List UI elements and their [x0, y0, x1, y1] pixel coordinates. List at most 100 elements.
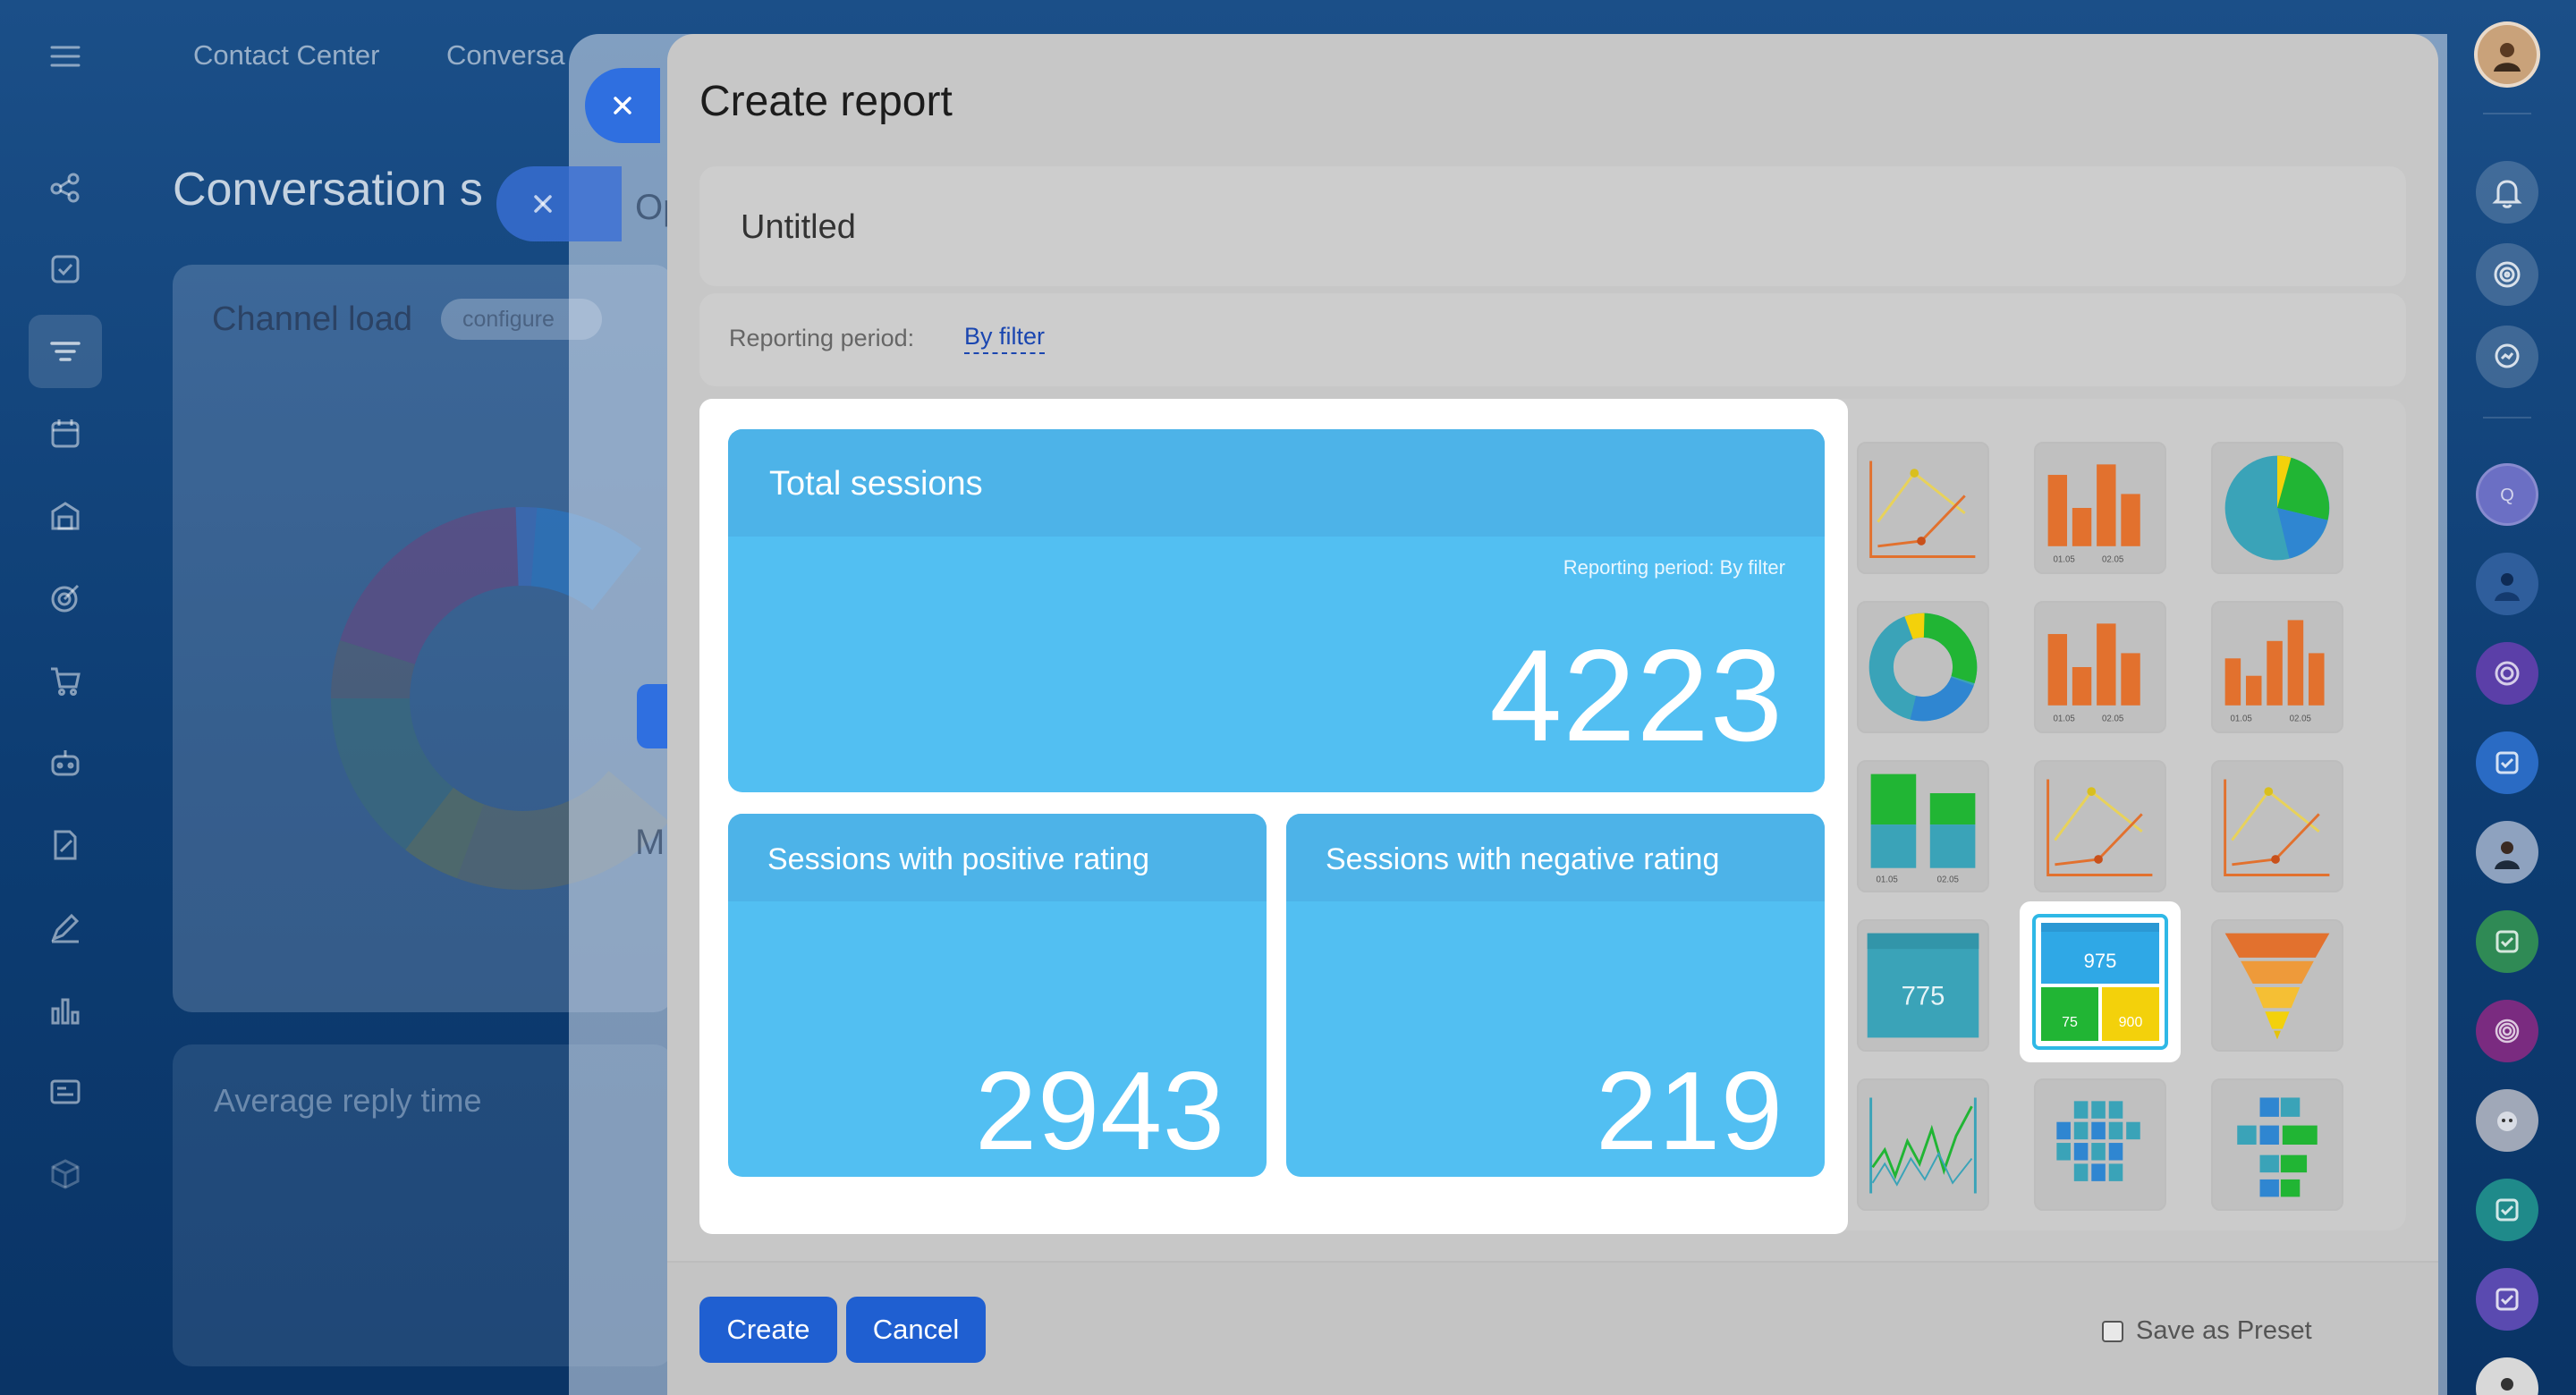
widget-thumb-funnel[interactable] [2211, 919, 2343, 1052]
average-reply-title: Average reply time [214, 1082, 482, 1119]
contact-avatar[interactable] [2476, 553, 2538, 615]
bar-tick-label: 01.05 [2053, 714, 2074, 723]
fingerprint-chat-avatar[interactable] [2476, 1000, 2538, 1062]
slider-close-button[interactable] [585, 68, 660, 143]
task-chat-avatar[interactable] [2476, 1179, 2538, 1241]
left-sidebar [0, 0, 130, 1395]
chat-search-button[interactable] [2476, 326, 2538, 388]
widget-thumb-bar-chart[interactable]: 01.05 02.05 [2034, 601, 2166, 733]
bar-tick-label: 01.05 [1876, 875, 1897, 884]
widget-thumb-heatmap[interactable] [2034, 1078, 2166, 1211]
bar-tick-label: 02.05 [2102, 714, 2123, 723]
widget-thumb-number[interactable]: 775 [1857, 919, 1989, 1052]
selected-thumb-left-value: 75 [2062, 1015, 2078, 1030]
contact-avatar[interactable] [2476, 1089, 2538, 1152]
pen-icon[interactable] [34, 896, 97, 959]
positive-rating-tile: Sessions with positive rating 2943 [728, 814, 1267, 1177]
bar-tick-label: 02.05 [2102, 554, 2123, 564]
contact-avatar[interactable] [2476, 1357, 2538, 1395]
stacked-bar-icon: 01.05 02.05 [1870, 774, 1976, 884]
number-tile-icon: 775 [1867, 933, 1979, 1038]
cat-avatar-icon [2497, 1112, 2517, 1131]
bar-tick-label: 01.05 [2230, 714, 2251, 723]
menu-icon[interactable] [34, 25, 97, 88]
widget-thumb-pie-chart[interactable] [2211, 442, 2343, 574]
avatar-icon [2494, 43, 2521, 72]
contact-avatar[interactable] [2476, 821, 2538, 884]
donut-chart-icon [1868, 613, 1978, 722]
report-title-input[interactable] [741, 202, 2351, 252]
total-sessions-period: Reporting period: By filter [1563, 556, 1785, 579]
widget-thumb-area-chart[interactable] [1857, 1078, 1989, 1211]
tasks-icon[interactable] [34, 238, 97, 300]
reporting-period-label: Reporting period: [729, 325, 915, 351]
widget-thumb-line-chart[interactable] [1857, 442, 1989, 574]
task-chat-avatar[interactable] [2476, 1268, 2538, 1331]
create-button[interactable]: Create [699, 1297, 837, 1363]
bar-chart-icon: 01.05 02.05 [2224, 620, 2325, 723]
checkbox-icon [2496, 1198, 2519, 1222]
q-letter-icon: Q [2500, 486, 2514, 505]
notifications-button[interactable] [2476, 161, 2538, 224]
nav-item-conversations[interactable]: Conversa [446, 39, 565, 71]
user-avatar[interactable] [2474, 21, 2540, 88]
positive-rating-title: Sessions with positive rating [767, 842, 1150, 876]
widget-thumb-bar-chart[interactable]: 01.05 02.05 [2211, 601, 2343, 733]
cancel-button[interactable]: Cancel [846, 1297, 986, 1363]
close-icon [614, 97, 631, 114]
widget-preview: Total sessions Reporting period: By filt… [699, 399, 1848, 1234]
svg-text:Q: Q [2500, 486, 2514, 505]
save-preset-option[interactable]: Save as Preset [2102, 1316, 2312, 1346]
widget-thumb-stacked-bar[interactable]: 01.05 02.05 [1857, 760, 1989, 892]
number-tile-value: 775 [1902, 982, 1945, 1010]
analytics-icon[interactable] [34, 978, 97, 1041]
sidebar-divider [2483, 417, 2531, 418]
line-chart-icon [2224, 779, 2330, 876]
modal-title: Create report [699, 78, 953, 125]
task-chat-avatar[interactable] [2476, 731, 2538, 794]
reporting-period-row: Reporting period: By filter [699, 293, 2406, 386]
widget-thumb-timeline[interactable] [2211, 1078, 2343, 1211]
bar-tick-label: 01.05 [2053, 554, 2074, 564]
widget-thumb-number-block-selected[interactable]: 975 75 900 [2021, 903, 2179, 1061]
store-icon[interactable] [34, 485, 97, 547]
selected-thumb-main-value: 975 [2084, 950, 2117, 972]
background-partial-label: M [635, 823, 665, 862]
nav-item-contact-center[interactable]: Contact Center [193, 39, 380, 71]
document-edit-icon[interactable] [34, 814, 97, 876]
funnel-icon [2224, 933, 2330, 1040]
cart-icon[interactable] [34, 649, 97, 712]
widget-thumb-donut-chart[interactable] [1857, 601, 1989, 733]
bar-chart-icon: 01.05 02.05 [2047, 623, 2140, 723]
save-preset-checkbox[interactable] [2102, 1320, 2123, 1342]
total-sessions-title: Total sessions [769, 465, 983, 503]
negative-rating-value: 219 [1596, 1050, 1784, 1173]
calendar-icon[interactable] [34, 402, 97, 465]
avatar-icon [2495, 573, 2520, 601]
reporting-period-link[interactable]: By filter [964, 323, 1046, 354]
background-slider-handle [496, 166, 622, 241]
task-chat-avatar[interactable] [2476, 910, 2538, 973]
total-sessions-value: 4223 [1489, 622, 1784, 768]
connections-icon[interactable] [34, 156, 97, 219]
background-close-icon[interactable] [505, 166, 580, 241]
line-chart-icon [2046, 779, 2153, 876]
box-icon[interactable] [34, 1143, 97, 1205]
top-navigation: Contact Center Conversa [130, 0, 2455, 112]
background-tab [637, 684, 673, 748]
chat-search-icon [2495, 343, 2520, 368]
copilot-chat-avatar[interactable] [2476, 642, 2538, 705]
robot-icon[interactable] [34, 731, 97, 794]
widget-thumb-line-chart[interactable] [2211, 760, 2343, 892]
grid-icon [2056, 1101, 2140, 1181]
widget-thumb-bar-chart[interactable]: 01.05 02.05 [2034, 442, 2166, 574]
contact-q-avatar[interactable]: Q [2476, 463, 2538, 526]
news-icon[interactable] [34, 1061, 97, 1123]
widget-thumb-line-chart[interactable] [2034, 760, 2166, 892]
filter-icon[interactable] [29, 315, 102, 388]
save-preset-label: Save as Preset [2136, 1316, 2312, 1345]
copilot-button[interactable] [2476, 243, 2538, 306]
target-icon[interactable] [34, 567, 97, 630]
pie-chart-icon [2224, 455, 2330, 561]
page-title: Conversation s [173, 164, 483, 216]
